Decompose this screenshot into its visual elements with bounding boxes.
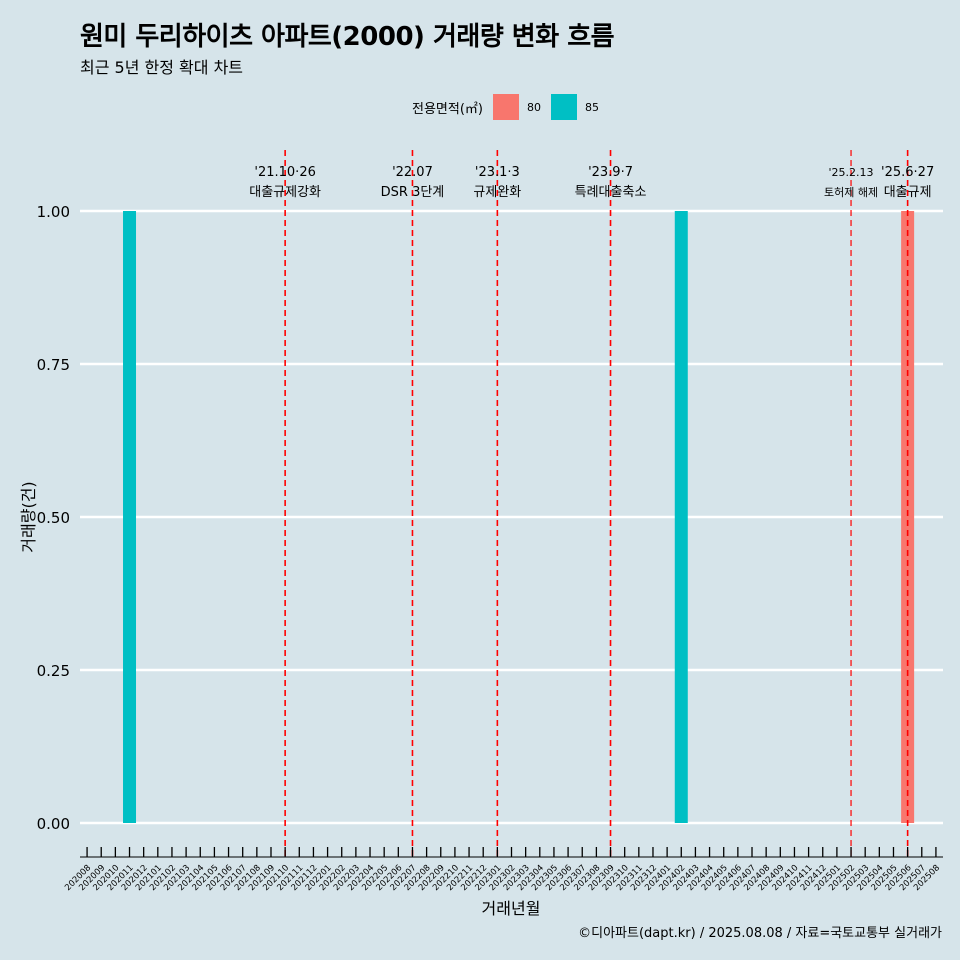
chart-subtitle: 최근 5년 한정 확대 차트 <box>80 58 244 77</box>
event-date: '23.9·7 <box>588 165 633 180</box>
x-axis: 2020082020092020102020112020122021012021… <box>63 847 943 893</box>
y-tick-label: 0.25 <box>37 662 70 680</box>
bar-80-202506 <box>901 211 915 823</box>
legend-label-85: 85 <box>584 100 599 114</box>
y-tick-label: 0.75 <box>37 356 70 374</box>
gridlines <box>80 209 943 825</box>
caption: ©디아파트(dapt.kr) / 2025.08.08 / 자료=국토교통부 실… <box>578 926 942 941</box>
event-label: 대출규제 <box>884 185 932 200</box>
event-label: DSR 3단계 <box>381 185 445 200</box>
legend-title: 전용면적(㎡) <box>412 101 483 117</box>
bars <box>123 211 915 823</box>
event-label: 특례대출축소 <box>575 185 647 200</box>
legend-label-80: 80 <box>526 100 541 114</box>
y-tick-label: 1.00 <box>37 203 70 221</box>
event-label: 규제완화 <box>473 185 521 200</box>
bar-85-202402 <box>674 211 688 823</box>
y-axis-label: 거래량(건) <box>19 481 38 552</box>
event-label: 대출규제강화 <box>249 185 321 200</box>
legend-swatch-80 <box>492 94 519 120</box>
event-date: '22.07 <box>392 165 433 180</box>
chart-title: 원미 두리하이츠 아파트(2000) 거래량 변화 흐름 <box>80 22 615 52</box>
x-axis-label: 거래년월 <box>482 899 541 918</box>
y-tick-label: 0.50 <box>37 509 70 527</box>
event-date: '23.1·3 <box>475 165 520 180</box>
annotations: '21.10·26 대출규제강화 '22.07 DSR 3단계 '23.1·3 규제완화 '… <box>249 150 934 857</box>
event-date: '25.2.13 <box>829 166 874 179</box>
y-axis: 0.00 0.25 0.50 0.75 1.00 <box>37 203 70 833</box>
event-date: '25.6·27 <box>881 165 934 180</box>
event-label: 토허제 해제 <box>824 185 878 199</box>
event-date: '21.10·26 <box>254 165 315 180</box>
y-tick-label: 0.00 <box>37 815 70 833</box>
legend-swatch-85 <box>550 94 577 120</box>
legend: 전용면적(㎡) 80 85 <box>412 92 609 122</box>
bar-85-202011 <box>123 211 137 823</box>
